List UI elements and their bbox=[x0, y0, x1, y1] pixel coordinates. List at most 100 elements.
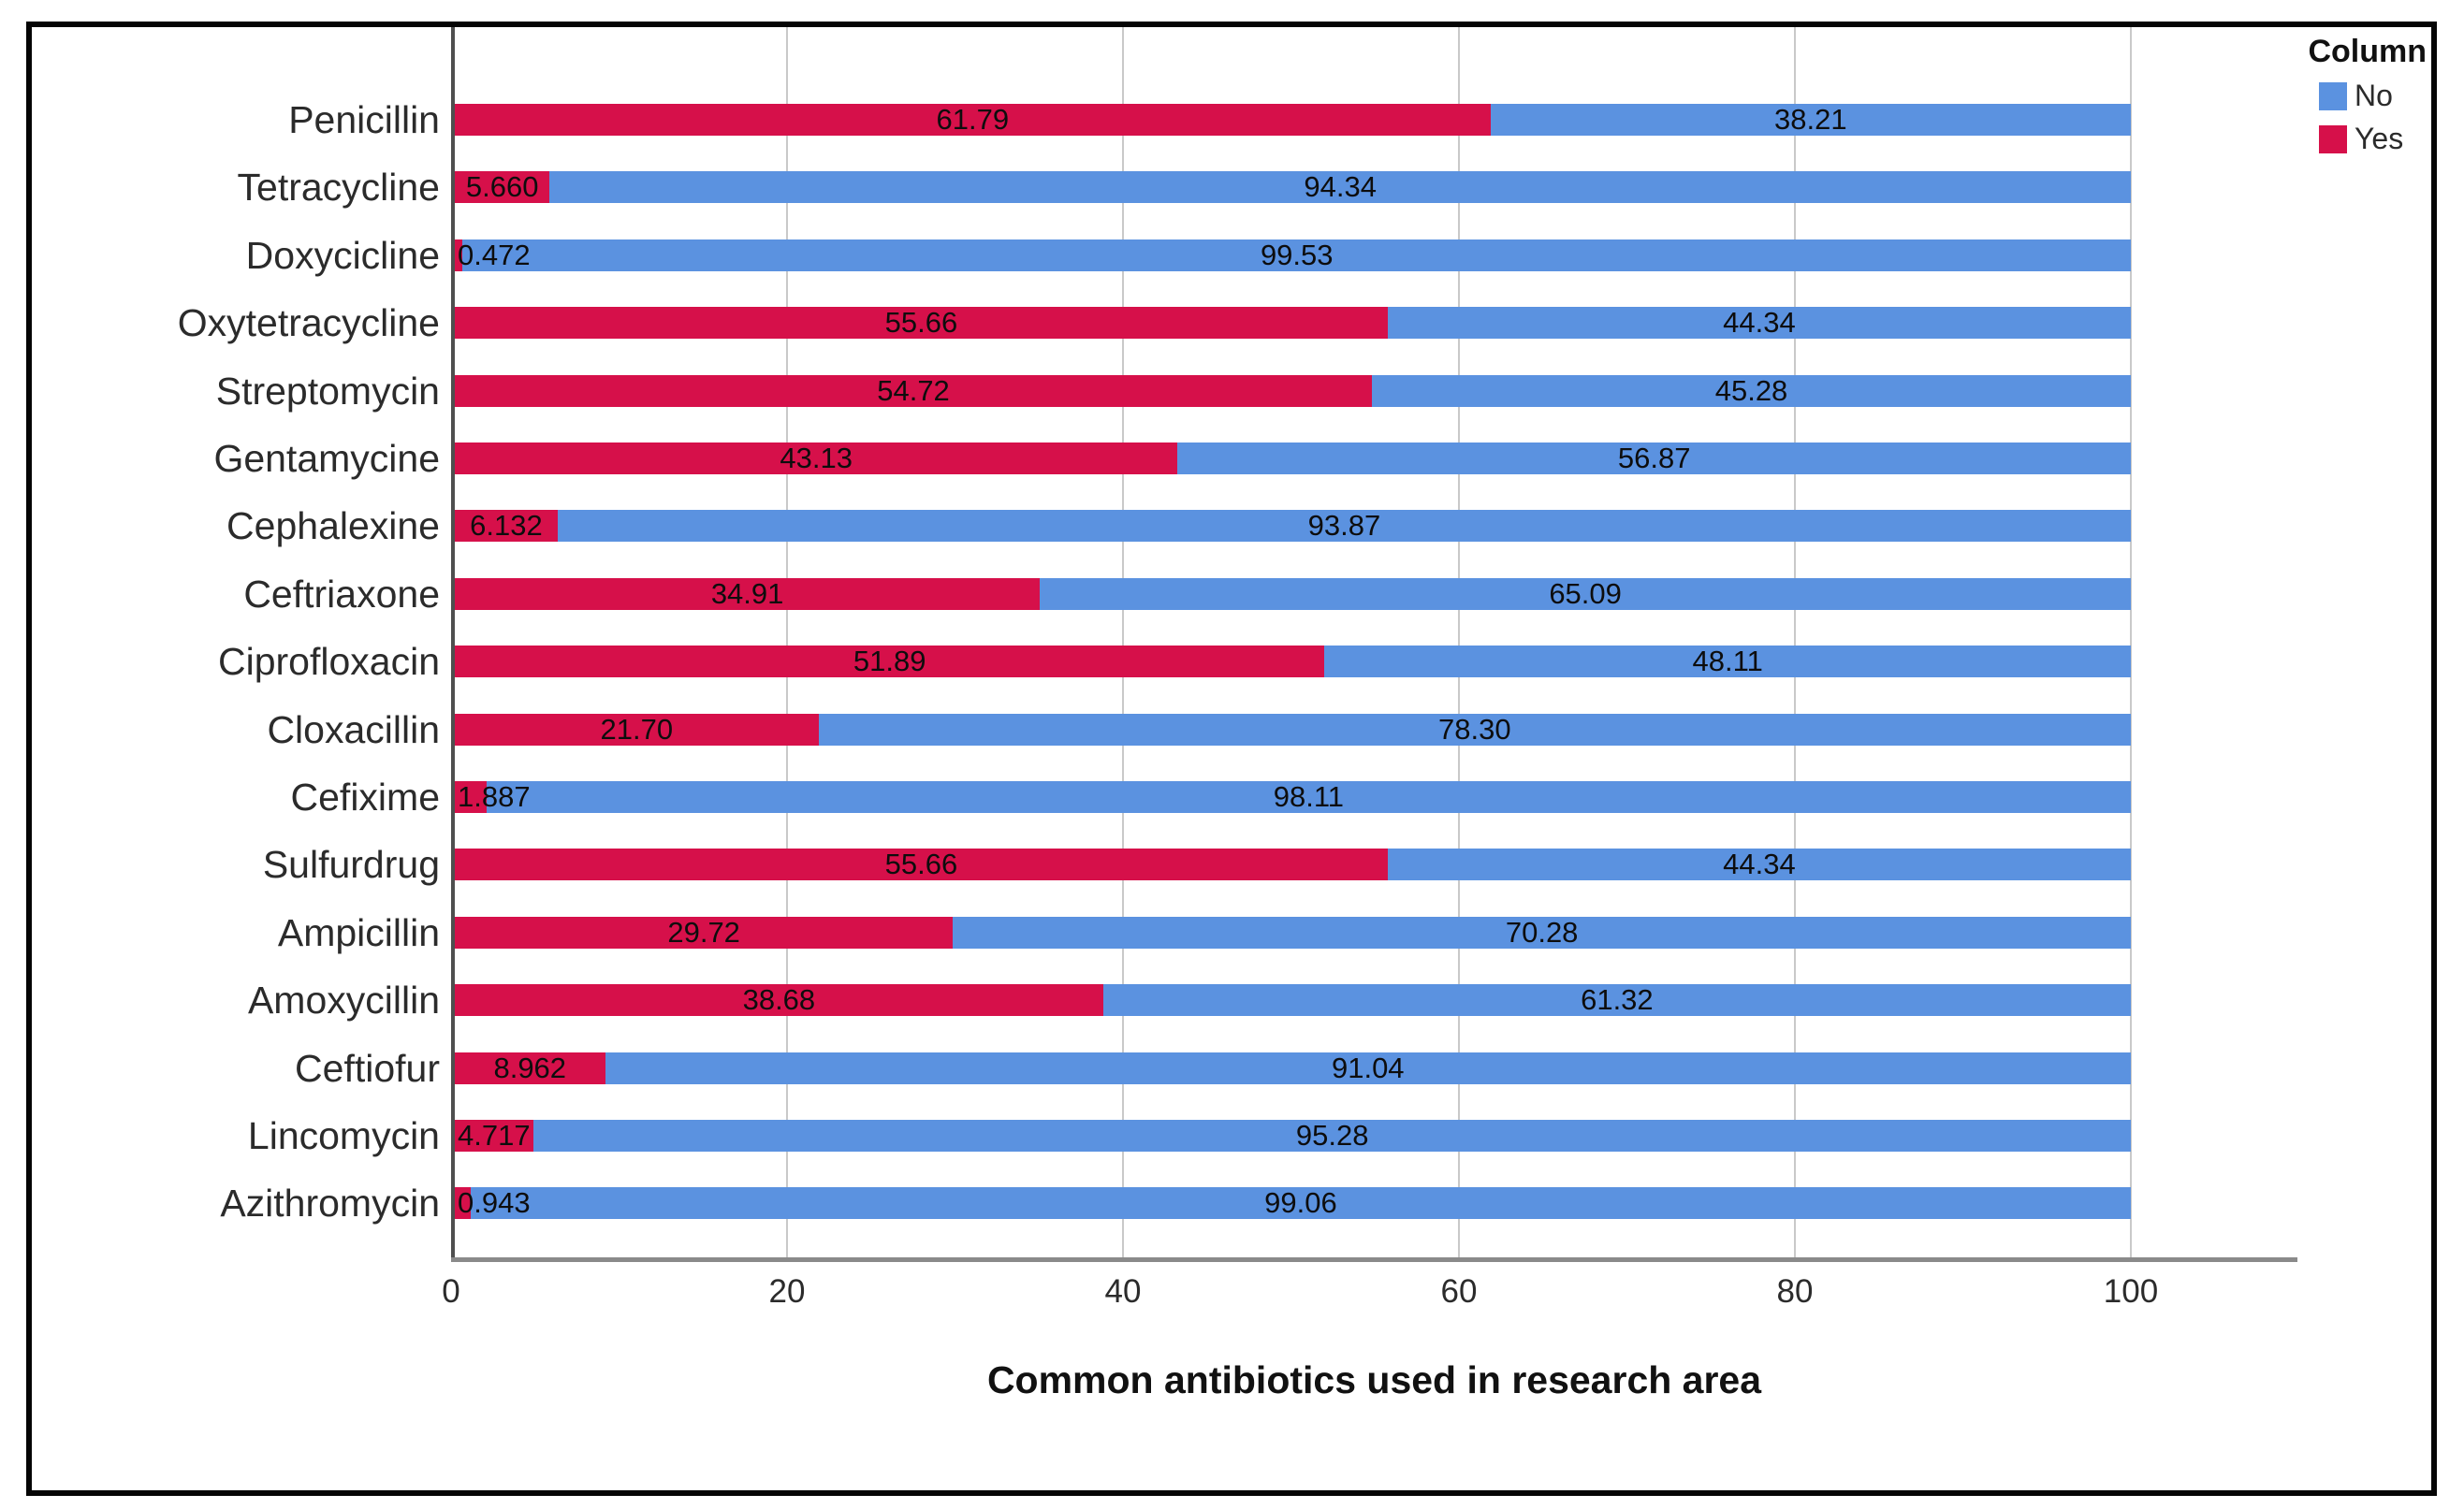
bar-segment-yes bbox=[455, 443, 1178, 474]
category-label: Sulfurdrug bbox=[262, 843, 440, 887]
category-label: Doxycicline bbox=[245, 233, 440, 277]
x-tick-label: 60 bbox=[1440, 1273, 1478, 1310]
bar-segment-no bbox=[470, 1187, 2132, 1220]
bar-segment-yes bbox=[455, 984, 1103, 1017]
x-tick-label: 20 bbox=[768, 1273, 806, 1310]
value-label-no: 99.53 bbox=[1260, 238, 1334, 271]
value-label-yes: 0.943 bbox=[458, 1186, 531, 1220]
bar-row: 38.68 61.32 bbox=[455, 983, 2131, 1017]
bar-row: 34.91 65.09 bbox=[455, 576, 2131, 610]
bar-row: 55.66 44.34 bbox=[455, 306, 2131, 340]
value-label-yes: 21.70 bbox=[600, 712, 674, 746]
bar-segment-yes bbox=[455, 374, 1373, 407]
bar-row: 0.472 99.53 bbox=[455, 238, 2132, 271]
category-label: Amoxycillin bbox=[247, 979, 440, 1023]
bar-segment-yes bbox=[455, 307, 1388, 340]
gridline bbox=[1458, 27, 1460, 1257]
category-label: Azithromycin bbox=[220, 1182, 440, 1226]
value-label-no: 95.28 bbox=[1295, 1119, 1369, 1152]
bar-segment-no bbox=[486, 781, 2131, 813]
bar-segment-yes bbox=[455, 849, 1388, 881]
legend-title: Column bbox=[2308, 34, 2427, 69]
bar-segment-yes bbox=[455, 577, 1041, 610]
bar-segment-no bbox=[1102, 984, 2131, 1017]
value-label-no: 70.28 bbox=[1505, 915, 1579, 949]
bar-segment-yes bbox=[455, 171, 550, 204]
bar-segment-no bbox=[1040, 577, 2131, 610]
bar-segment-yes bbox=[455, 510, 558, 543]
bar-row: 21.70 78.30 bbox=[455, 712, 2131, 746]
category-label: Lincomycin bbox=[247, 1114, 440, 1157]
value-label-no: 94.34 bbox=[1304, 170, 1377, 204]
value-label-yes: 43.13 bbox=[780, 442, 853, 474]
bar-segment-yes bbox=[455, 1187, 471, 1220]
bar-row: 0.943 99.06 bbox=[455, 1186, 2132, 1220]
bar-segment-yes bbox=[455, 104, 1491, 136]
bar-row: 43.13 56.87 bbox=[455, 443, 2131, 474]
bar-row: 51.89 48.11 bbox=[455, 645, 2131, 678]
legend: Column No Yes bbox=[2304, 34, 2427, 156]
legend-item-yes: Yes bbox=[2304, 122, 2427, 156]
gridline bbox=[1794, 27, 1796, 1257]
bar-segment-no bbox=[1490, 104, 2131, 136]
value-label-yes: 61.79 bbox=[936, 103, 1010, 136]
value-label-yes: 29.72 bbox=[667, 915, 740, 949]
value-label-yes: 34.91 bbox=[710, 576, 784, 610]
category-label: Penicillin bbox=[288, 98, 440, 141]
value-label-yes: 55.66 bbox=[884, 848, 958, 881]
value-label-yes: 1.887 bbox=[458, 780, 531, 813]
bar-segment-no bbox=[605, 1052, 2132, 1084]
category-label: Ampicillin bbox=[277, 910, 440, 954]
bar-segment-no bbox=[1387, 307, 2131, 340]
bar-row: 4.717 95.28 bbox=[455, 1120, 2131, 1152]
bar-segment-no bbox=[462, 239, 2132, 271]
bar-row: 1.887 98.11 bbox=[455, 781, 2131, 813]
category-label: Gentamycine bbox=[213, 437, 440, 480]
category-label: Cloxacillin bbox=[267, 707, 440, 751]
legend-item-label: Yes bbox=[2355, 122, 2404, 155]
gridline bbox=[1122, 27, 1124, 1257]
category-label: Tetracycline bbox=[237, 166, 440, 210]
bar-segment-no bbox=[953, 916, 2131, 949]
bar-segment-yes bbox=[455, 1120, 534, 1152]
value-label-no: 38.21 bbox=[1774, 103, 1847, 136]
value-label-yes: 38.68 bbox=[742, 983, 816, 1017]
value-label-yes: 55.66 bbox=[884, 306, 958, 340]
value-label-yes: 4.717 bbox=[458, 1119, 531, 1152]
value-label-yes: 0.472 bbox=[458, 238, 531, 271]
bar-segment-no bbox=[1177, 443, 2131, 474]
category-label: Cefixime bbox=[290, 776, 440, 819]
gridline bbox=[786, 27, 788, 1257]
value-label-no: 99.06 bbox=[1264, 1186, 1337, 1220]
value-label-yes: 5.660 bbox=[465, 170, 539, 204]
legend-item-no: No bbox=[2304, 79, 2427, 113]
bar-segment-no bbox=[818, 713, 2131, 746]
legend-item-label: No bbox=[2355, 79, 2393, 112]
value-label-no: 44.34 bbox=[1723, 848, 1796, 881]
gridline bbox=[2130, 27, 2132, 1257]
bar-segment-no bbox=[1372, 374, 2131, 407]
category-label: Ceftiofur bbox=[295, 1046, 440, 1090]
y-axis-line bbox=[451, 27, 455, 1261]
x-axis-title: Common antibiotics used in research area bbox=[986, 1358, 1762, 1401]
value-label-no: 45.28 bbox=[1714, 373, 1788, 407]
bar-row: 5.660 94.34 bbox=[455, 170, 2131, 204]
value-label-yes: 51.89 bbox=[853, 645, 926, 678]
x-axis-line bbox=[451, 1257, 2297, 1262]
category-label: Ciprofloxacin bbox=[218, 640, 440, 684]
value-label-no: 91.04 bbox=[1331, 1051, 1405, 1084]
value-label-no: 78.30 bbox=[1438, 712, 1511, 746]
bar-row: 55.66 44.34 bbox=[455, 848, 2131, 881]
value-label-no: 61.32 bbox=[1581, 983, 1654, 1017]
bar-segment-yes bbox=[455, 1052, 605, 1084]
bar-segment-yes bbox=[455, 916, 954, 949]
bar-segment-no bbox=[1387, 849, 2131, 881]
value-label-no: 44.34 bbox=[1723, 306, 1796, 340]
bar-segment-yes bbox=[455, 713, 819, 746]
bar-segment-no bbox=[557, 510, 2132, 543]
bar-segment-yes bbox=[455, 646, 1325, 678]
category-label: Streptomycin bbox=[215, 369, 440, 413]
category-label: Ceftriaxone bbox=[243, 572, 440, 616]
value-label-yes: 6.132 bbox=[470, 509, 543, 543]
